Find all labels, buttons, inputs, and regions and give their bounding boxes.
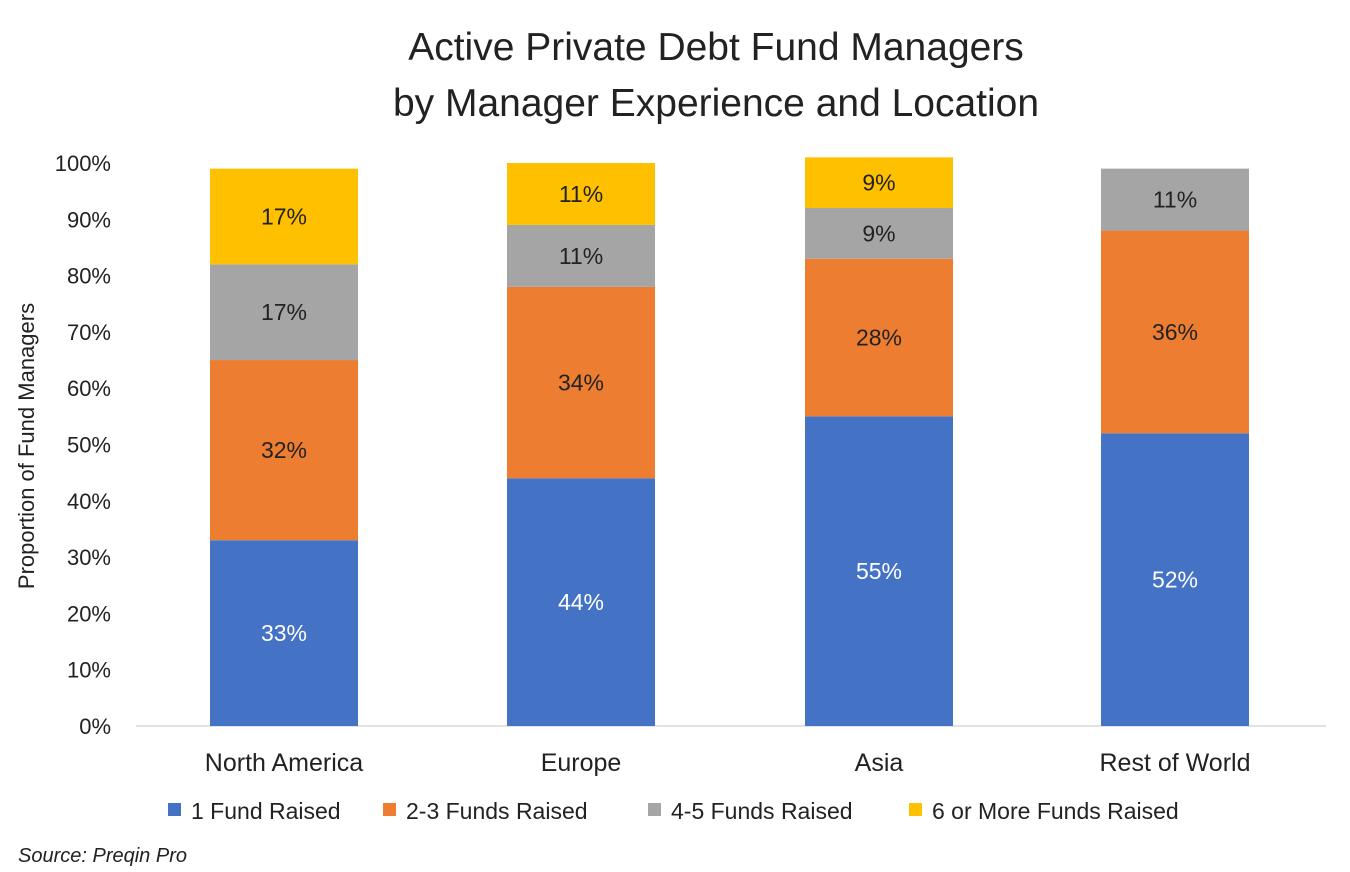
- data-label: 28%: [856, 325, 902, 351]
- bars: 33% 32% 17% 17% 44% 34% 11% 11% 55% 28% 9% 9% 52% 36%…: [210, 157, 1249, 726]
- x-axis-category-labels: North America Europe Asia Rest of World: [205, 749, 1251, 777]
- bar-segment: [1101, 230, 1249, 434]
- data-label: 52%: [1152, 567, 1198, 593]
- source-note: Source: Preqin Pro: [18, 845, 187, 867]
- bar-segment: [805, 208, 953, 259]
- y-tick-label: 90%: [67, 207, 111, 232]
- bar-segment: [210, 360, 358, 541]
- y-tick-label: 60%: [67, 376, 111, 401]
- legend-swatch: [168, 803, 181, 816]
- x-category-label: North America: [205, 749, 363, 777]
- data-label: 55%: [856, 558, 902, 584]
- chart-title-line-2: by Manager Experience and Location: [393, 82, 1039, 125]
- data-label: 11%: [559, 181, 603, 207]
- bar-segment: [507, 478, 655, 726]
- bar-segment: [805, 416, 953, 726]
- bar-group: 44% 34% 11% 11%: [507, 163, 655, 726]
- data-label: 9%: [862, 170, 895, 196]
- x-category-label: Asia: [855, 749, 904, 777]
- bar-segment: [210, 168, 358, 265]
- bar-group: 55% 28% 9% 9%: [805, 157, 953, 726]
- bar-segment: [1101, 433, 1249, 726]
- legend-label: 1 Fund Raised: [191, 798, 341, 824]
- chart-title-line-1: Active Private Debt Fund Managers: [408, 26, 1024, 69]
- bar-segment: [210, 540, 358, 726]
- legend-swatch: [383, 803, 396, 816]
- data-label: 11%: [559, 243, 603, 269]
- bar-segment: [1101, 168, 1249, 231]
- bar-segment: [507, 286, 655, 479]
- y-tick-label: 50%: [67, 433, 111, 458]
- x-category-label: Europe: [541, 749, 622, 777]
- y-tick-label: 30%: [67, 545, 111, 570]
- legend-item: 4-5 Funds Raised: [648, 798, 853, 824]
- legend-swatch: [909, 803, 922, 816]
- legend-label: 4-5 Funds Raised: [671, 798, 853, 824]
- y-axis-ticks: 0% 10% 20% 30% 40% 50% 60% 70% 80% 90% 100%: [55, 151, 111, 739]
- legend-item: 6 or More Funds Raised: [909, 798, 1179, 824]
- data-label: 34%: [558, 370, 604, 396]
- legend-label: 2-3 Funds Raised: [406, 798, 588, 824]
- y-tick-label: 80%: [67, 264, 111, 289]
- legend-label: 6 or More Funds Raised: [932, 798, 1179, 824]
- y-tick-label: 10%: [67, 658, 111, 683]
- data-label: 33%: [261, 620, 307, 646]
- y-tick-label: 70%: [67, 320, 111, 345]
- data-label: 36%: [1152, 319, 1198, 345]
- bar-segment: [507, 224, 655, 287]
- data-label: 44%: [558, 589, 604, 615]
- legend-item: 1 Fund Raised: [168, 798, 341, 824]
- legend: 1 Fund Raised 2-3 Funds Raised 4-5 Funds R…: [168, 798, 1179, 824]
- data-label: 32%: [261, 437, 307, 463]
- y-axis-title: Proportion of Fund Managers: [14, 303, 39, 589]
- bar-group: 33% 32% 17% 17%: [210, 168, 358, 726]
- bar-group: 52% 36% 11%: [1101, 168, 1249, 726]
- legend-item: 2-3 Funds Raised: [383, 798, 588, 824]
- bar-segment: [210, 264, 358, 361]
- bar-segment: [805, 258, 953, 417]
- data-label: 17%: [261, 203, 307, 229]
- bar-segment: [507, 163, 655, 225]
- x-category-label: Rest of World: [1100, 749, 1251, 777]
- legend-swatch: [648, 803, 661, 816]
- y-tick-label: 100%: [55, 151, 111, 176]
- chart-title: Active Private Debt Fund Managers by Man…: [393, 26, 1039, 125]
- y-tick-label: 40%: [67, 489, 111, 514]
- data-label: 17%: [261, 299, 307, 325]
- y-tick-label: 0%: [79, 714, 111, 739]
- data-label: 11%: [1153, 187, 1197, 213]
- data-label: 9%: [862, 220, 895, 246]
- y-tick-label: 20%: [67, 601, 111, 626]
- bar-segment: [805, 157, 953, 209]
